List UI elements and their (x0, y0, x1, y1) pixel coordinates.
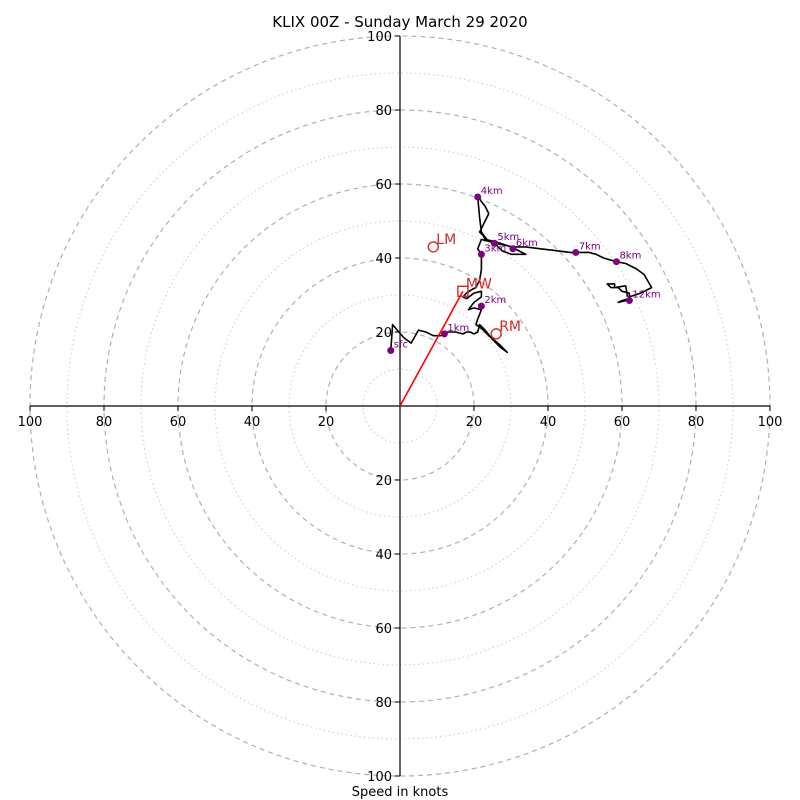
y-tick-label: 60 (375, 178, 392, 193)
y-tick-label: 40 (375, 252, 392, 267)
x-tick-label: 40 (244, 415, 261, 430)
tick-labels: 20 20 20 20 40 40 40 40 60 60 60 60 80 80 80 80 100 100 10… (18, 30, 783, 785)
y-tick-label: 40 (375, 548, 392, 563)
height-marker-label: 8km (619, 251, 641, 262)
height-marker (440, 330, 448, 338)
storm-motion-label: RM (499, 319, 521, 335)
x-tick-label: 80 (96, 415, 113, 430)
x-tick-label: 100 (18, 415, 43, 430)
height-marker-label: 12km (632, 290, 660, 301)
x-tick-label: 100 (758, 415, 783, 430)
height-marker (477, 302, 485, 310)
height-marker (612, 258, 620, 266)
height-marker (474, 193, 482, 201)
storm-motion-marker (427, 241, 439, 253)
x-tick-label: 20 (318, 415, 335, 430)
height-marker-label: 3km (484, 243, 506, 254)
storm-motion-marker (490, 328, 502, 340)
height-marker (387, 347, 395, 354)
x-tick-label: 80 (688, 415, 705, 430)
storm-motion-label: MW (466, 276, 492, 292)
height-marker-label: 2km (484, 295, 506, 306)
height-marker (625, 297, 633, 305)
height-marker-label: 7km (579, 241, 601, 252)
y-tick-label: 100 (367, 30, 392, 45)
chart-title: KLIX 00Z - Sunday March 29 2020 (272, 13, 527, 31)
height-marker (477, 250, 485, 258)
hodograph-line (390, 196, 653, 354)
mean-wind-vector (399, 290, 464, 407)
storm-motion-label: LM (436, 232, 456, 248)
y-tick-label: 80 (375, 696, 392, 711)
y-tick-label: 20 (375, 326, 392, 341)
height-marker-label: 4km (481, 186, 503, 197)
x-axis-label: Speed in knots (352, 785, 449, 800)
height-marker-label: sfc (394, 340, 408, 351)
y-tick-label: 20 (375, 474, 392, 489)
height-marker-label: 5km (497, 232, 519, 243)
y-tick-label: 80 (375, 104, 392, 119)
storm-motions: LM MW RM (427, 232, 521, 340)
height-marker-label: 6km (516, 238, 538, 249)
y-tick-label: 60 (375, 622, 392, 637)
storm-motion-marker (457, 285, 469, 297)
height-marker (490, 239, 498, 247)
height-marker (509, 245, 517, 253)
height-marker-label: 1km (447, 323, 469, 334)
height-marker (572, 248, 580, 256)
x-tick-label: 60 (614, 415, 631, 430)
x-tick-label: 20 (466, 415, 483, 430)
x-tick-label: 60 (170, 415, 187, 430)
hodograph-trace-group (390, 196, 653, 407)
x-tick-label: 40 (540, 415, 557, 430)
y-tick-label: 100 (367, 770, 392, 785)
